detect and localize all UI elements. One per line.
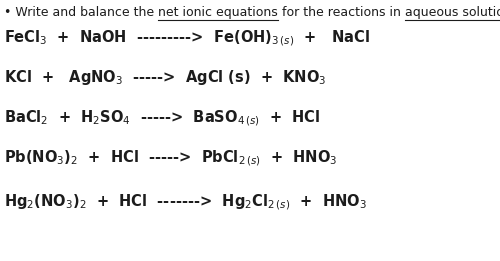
Text: net ionic equations: net ionic equations	[158, 6, 278, 19]
Text: Hg$_2$(NO$_3$)$_2$  +  HCl  ------->  Hg$_2$Cl$_{2\,(s)}$  +  HNO$_3$: Hg$_2$(NO$_3$)$_2$ + HCl -------> Hg$_2$…	[4, 192, 367, 212]
Text: for the reactions in: for the reactions in	[278, 6, 405, 19]
Text: Pb(NO$_3$)$_2$  +  HCl  ----->  PbCl$_{2\,(s)}$  +  HNO$_3$: Pb(NO$_3$)$_2$ + HCl -----> PbCl$_{2\,(s…	[4, 148, 338, 168]
Text: FeCl$_3$  +  NaOH  --------->  Fe(OH)$_{3\,(s)}$  +   NaCl: FeCl$_3$ + NaOH ---------> Fe(OH)$_{3\,(…	[4, 28, 370, 48]
Text: aqueous solution: aqueous solution	[405, 6, 500, 19]
Text: KCl  +   AgNO$_3$  ----->  AgCl (s)  +  KNO$_3$: KCl + AgNO$_3$ -----> AgCl (s) + KNO$_3$	[4, 68, 326, 87]
Text: • Write and balance the: • Write and balance the	[4, 6, 158, 19]
Text: BaCl$_2$  +  H$_2$SO$_4$  ----->  BaSO$_{4\,(s)}$  +  HCl: BaCl$_2$ + H$_2$SO$_4$ -----> BaSO$_{4\,…	[4, 108, 320, 128]
